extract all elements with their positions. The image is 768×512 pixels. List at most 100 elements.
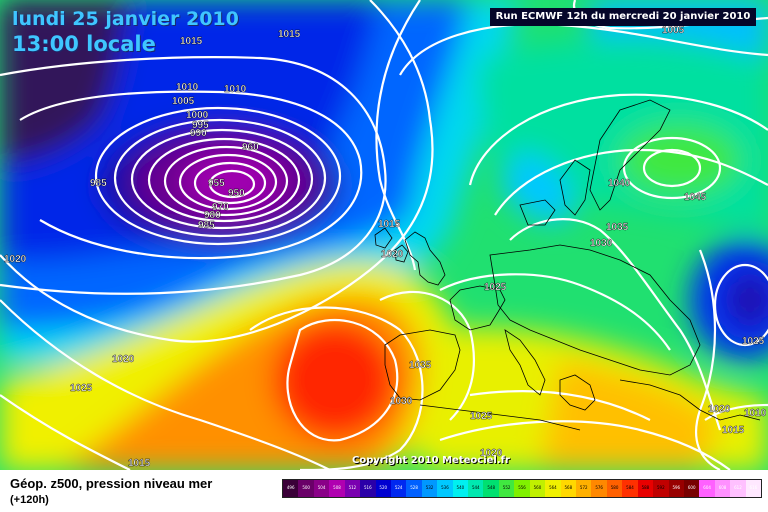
isobar-label: 1020 (112, 354, 135, 365)
scale-cell: 572 (576, 480, 592, 497)
scale-cell-label: 608 (718, 485, 727, 490)
isobar-label: 1045 (684, 192, 707, 203)
scale-cell-label: 540 (456, 485, 465, 490)
isobar-label: 1025 (70, 383, 93, 394)
forecast-date: lundi 25 janvier 2010 (12, 8, 239, 30)
isobar-label: 1020 (4, 254, 27, 265)
isobar-label: 1015 (180, 36, 203, 47)
isobar-label: 995 (192, 120, 209, 131)
scale-cell-label: 584 (626, 485, 634, 490)
scale-cell-label: 504 (317, 485, 326, 490)
scale-cell: 568 (560, 480, 577, 497)
isobar-label: 990 (190, 128, 207, 139)
isobar-label: 1010 (224, 84, 247, 95)
model-run-banner: Run ECMWF 12h du mercredi 20 janvier 201… (490, 8, 756, 26)
scale-cell: 528 (406, 480, 422, 497)
isobar-label: 960 (242, 142, 259, 153)
scale-cell-label: 536 (441, 485, 449, 490)
isobar-label: 1020 (708, 404, 731, 415)
isobar-label: 955 (208, 178, 225, 189)
isobar-label: 1005 (662, 25, 685, 36)
scale-cell: 536 (437, 480, 453, 497)
isobar-label: 1020 (480, 448, 503, 459)
scale-cell: 532 (421, 480, 438, 497)
scale-cell-label: 524 (394, 485, 403, 490)
scale-cell-label: 528 (410, 485, 418, 490)
scale-cell: 608 (714, 480, 731, 497)
scale-cell: 584 (622, 480, 638, 497)
isobar-label: 1035 (606, 222, 629, 233)
scale-cell-label: 588 (641, 485, 650, 490)
scale-cell: 612 (730, 480, 746, 497)
scale-cell: 556 (514, 480, 530, 497)
isobar-label: 985 (90, 178, 107, 189)
isobar-label: 1030 (390, 396, 413, 407)
scale-cell: 540 (452, 480, 469, 497)
isobar-label: 985 (198, 220, 215, 231)
isobar-label: 1010 (744, 408, 767, 419)
scale-cell: 516 (360, 480, 376, 497)
scale-cell-label: 564 (549, 485, 557, 490)
isobar-label: 1025 (742, 336, 765, 347)
forecast-range: (+120h) (10, 494, 49, 506)
scale-cell: 604 (699, 480, 715, 497)
scale-cell-label: 532 (425, 485, 434, 490)
weather-map: 1015 1015 1010 1010 1005 1000 995 990 985 960 955 9… (0, 0, 768, 470)
scale-cell: 560 (529, 480, 546, 497)
scale-cell: 500 (298, 480, 314, 497)
scale-cell: 524 (390, 480, 407, 497)
isobar-label: 980 (204, 210, 221, 221)
isobar-label: 1010 (176, 82, 199, 93)
scale-cell: 504 (313, 480, 330, 497)
isobar-label: 1025 (470, 411, 493, 422)
scale-cell-label: 576 (595, 485, 603, 490)
scale-cell: 580 (606, 480, 623, 497)
color-scale-bar: 496 500 504 508 512 516 520 524 528 532 536 540 544 5… (282, 479, 762, 498)
isobar-label: 1015 (378, 219, 401, 230)
forecast-time: 13:00 locale (12, 32, 156, 56)
scale-cell-label: 516 (364, 485, 372, 490)
scale-cell-label: 500 (302, 485, 310, 490)
scale-cell-label: 604 (703, 485, 711, 490)
scale-cell-label: 612 (734, 485, 742, 490)
scale-cell-label: 580 (610, 485, 619, 490)
map-legend-title: Géop. z500, pression niveau mer (10, 476, 213, 491)
isobar-label: 970 (212, 202, 229, 213)
scale-cell-label: 600 (687, 485, 696, 490)
scale-cell: 544 (468, 480, 484, 497)
scale-cell: 520 (375, 480, 391, 497)
scale-cell-label: 552 (502, 485, 511, 490)
isobar-label: 950 (228, 188, 245, 199)
scale-cell-label: 512 (348, 485, 357, 490)
scale-cell-label: 560 (533, 485, 542, 490)
isobar-label: 1020 (381, 249, 404, 260)
copyright-text: Copyright 2010 Meteociel.fr (352, 455, 510, 466)
isobar-label: 1015 (722, 425, 745, 436)
scale-cell-label: 568 (564, 485, 573, 490)
scale-cell: 512 (344, 480, 361, 497)
scale-cell-label: 548 (487, 485, 496, 490)
scale-cell-label: 572 (579, 485, 588, 490)
scale-cell: 596 (668, 480, 684, 497)
isobar-label: 1035 (409, 360, 432, 371)
isobar-label: 1000 (186, 110, 209, 121)
scale-cell-label: 556 (518, 485, 526, 490)
scale-cell: 552 (498, 480, 515, 497)
scale-cell: 616 (745, 480, 762, 497)
scale-cell: 548 (483, 480, 499, 497)
scale-cell: 508 (329, 480, 345, 497)
scale-cell: 600 (683, 480, 700, 497)
isobar-label: 1005 (172, 96, 195, 107)
scale-cell: 576 (591, 480, 607, 497)
isobar-label: 1040 (608, 178, 631, 189)
scale-cell: 564 (545, 480, 561, 497)
scale-cell-label: 520 (379, 485, 388, 490)
scale-cell-label: 616 (749, 485, 758, 490)
scale-cell-label: 596 (672, 485, 681, 490)
isobar-label: 1025 (484, 282, 507, 293)
scale-cell-label: 592 (657, 485, 665, 490)
scale-cell-label: 544 (471, 485, 480, 490)
scale-cell-label: 496 (286, 485, 295, 490)
isobar-label: 1030 (590, 238, 613, 249)
scale-cell: 588 (637, 480, 654, 497)
